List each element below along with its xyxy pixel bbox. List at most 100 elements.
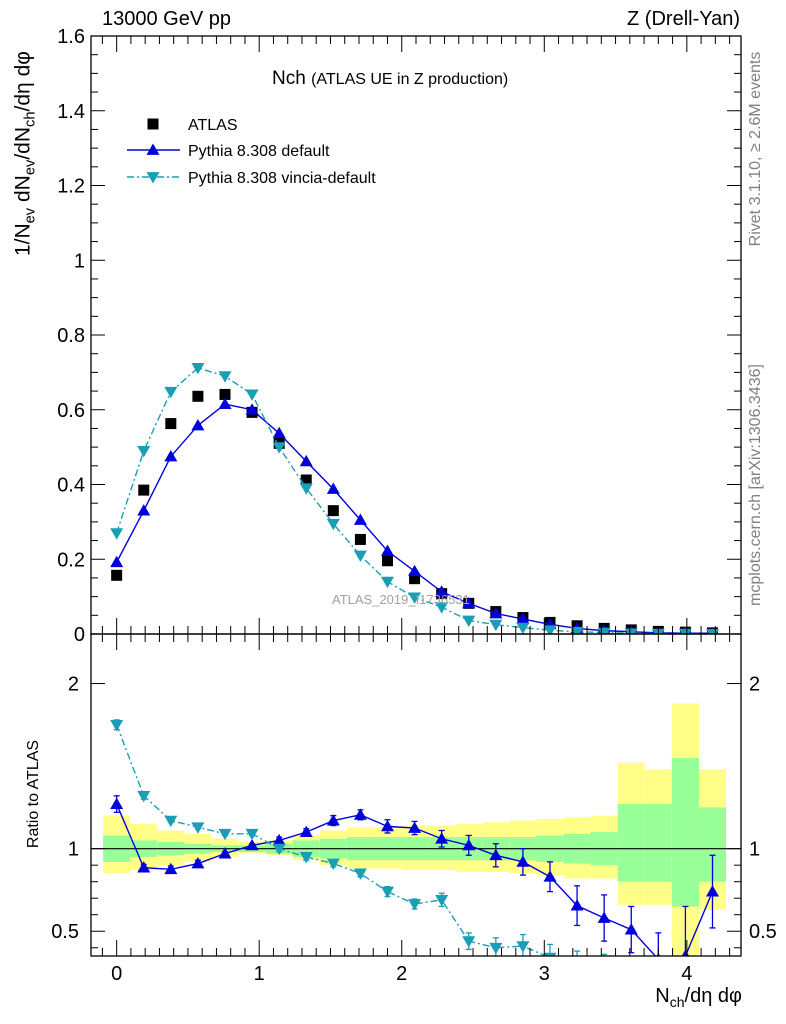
main-point-0-10: [381, 555, 393, 567]
main-point-1-13: [462, 596, 476, 609]
x-tick-label: 0: [111, 963, 122, 985]
ratio-point-1-0: [110, 719, 124, 732]
ratio-point-0-9: [353, 808, 367, 820]
main-point-2-7: [299, 483, 313, 495]
main-point-1-1: [137, 504, 151, 516]
main-point-0-8: [327, 505, 339, 517]
ratio-ytick-label-left: 2: [68, 674, 79, 696]
ratio-point-0-1: [137, 861, 151, 873]
ratio-point-1-15: [516, 941, 530, 953]
ratio-point-1-17: [571, 959, 584, 970]
ratio-point-0-8: [326, 814, 340, 826]
main-point-2-1: [137, 445, 151, 458]
main-point-0-11: [409, 573, 421, 585]
main-point-2-17: [570, 626, 584, 634]
main-ytick-label: 0.2: [57, 549, 85, 571]
main-point-2-3: [191, 363, 205, 375]
main-point-2-5: [245, 389, 259, 401]
ratio-point-0-7: [299, 825, 313, 838]
band-stat-20: [644, 804, 672, 882]
ratio-point-1-1: [137, 790, 151, 803]
main-point-2-14: [489, 619, 503, 632]
collision-label: 13000 GeV pp: [102, 8, 231, 30]
main-point-2-15: [516, 622, 530, 634]
ratio-point-0-6: [272, 833, 286, 846]
main-point-0-4: [219, 388, 231, 400]
legend-label-2: Pythia 8.308 vincia-default: [188, 170, 376, 187]
main-point-0-1: [138, 484, 150, 496]
main-ytick-label: 0.4: [57, 475, 85, 497]
main-ytick-label: 1: [74, 250, 85, 272]
ratio-point-0-5: [245, 838, 259, 851]
band-stat-21: [671, 757, 699, 907]
ratio-point-0-2: [164, 862, 178, 875]
main-point-2-11: [408, 592, 422, 604]
main-series-group: [110, 363, 719, 634]
process-label: Z (Drell-Yan): [627, 8, 740, 30]
ratio-point-0-17: [570, 899, 584, 911]
x-tick-label: 4: [681, 963, 692, 985]
ratio-point-0-11: [408, 821, 422, 833]
ratio-point-0-14: [489, 848, 503, 861]
ratio-point-1-4: [218, 828, 232, 841]
ratio-point-0-0: [110, 797, 124, 809]
main-point-1-0: [110, 555, 124, 568]
ratio-point-1-19: [625, 966, 638, 977]
x-tick-label: 1: [254, 963, 265, 985]
legend-marker-0: [147, 118, 159, 130]
ratio-point-1-8: [326, 858, 340, 871]
main-point-1-15: [516, 612, 530, 624]
y-axis-label-main: 1/Nev dNev/dNch/dη dφ: [11, 51, 39, 257]
main-point-1-10: [380, 544, 394, 556]
main-point-0-3: [192, 390, 204, 402]
side-label-rivet: Rivet 3.1.10, ≥ 2.6M events: [747, 51, 764, 247]
legend-label-0: ATLAS: [188, 117, 238, 134]
main-ytick-label: 1.6: [57, 26, 85, 48]
ratio-ytick-label-left: 1: [68, 839, 79, 861]
main-point-2-9: [353, 550, 367, 563]
legend-label-1: Pythia 8.308 default: [188, 143, 330, 160]
main-point-0-7: [300, 474, 312, 486]
main-point-1-14: [489, 606, 503, 619]
ratio-point-0-13: [462, 838, 476, 851]
chart-title-main: Nch: [272, 68, 306, 89]
band-stat-19: [617, 804, 645, 882]
legend: ATLAS Pythia 8.308 default Pythia 8.308 vi…: [127, 117, 376, 187]
ratio-point-1-7: [299, 852, 313, 864]
ratio-point-0-10: [380, 819, 394, 832]
main-point-2-2: [164, 386, 178, 399]
main-point-0-9: [354, 533, 366, 545]
side-label-mcplots: mcplots.cern.ch [arXiv:1306.3436]: [747, 364, 764, 606]
ratio-series-group: [110, 719, 719, 977]
ratio-point-1-13: [462, 936, 476, 948]
ratio-point-0-19: [624, 923, 638, 935]
ratio-point-1-9: [353, 868, 367, 880]
main-point-1-8: [326, 482, 340, 494]
main-point-2-0: [110, 528, 124, 540]
ratio-point-0-22: [705, 885, 719, 897]
main-point-1-12: [435, 585, 449, 597]
ratio-point-1-11: [408, 899, 422, 911]
y-axis-label-ratio: Ratio to ATLAS: [25, 739, 42, 849]
x-tick-label: 2: [396, 963, 407, 985]
ratio-point-0-12: [435, 832, 449, 844]
ratio-point-1-3: [191, 822, 205, 834]
main-point-1-9: [353, 513, 367, 525]
main-point-1-6: [272, 426, 286, 439]
ratio-point-0-18: [597, 911, 611, 923]
ratio-point-0-3: [191, 857, 205, 869]
main-point-1-2: [164, 449, 178, 462]
main-point-2-13: [462, 615, 476, 628]
ratio-ytick-label-right: 0.5: [749, 921, 777, 943]
ratio-point-0-15: [516, 855, 530, 867]
x-axis-label: Nch/dη dφ: [655, 985, 742, 1010]
ratio-point-1-16: [543, 952, 557, 956]
main-point-2-19: [624, 628, 638, 634]
ratio-point-0-16: [543, 870, 557, 882]
legend-marker-1: [146, 143, 160, 155]
main-ytick-label: 1.2: [57, 176, 85, 198]
ratio-point-1-12: [435, 894, 449, 907]
analysis-watermark: ATLAS_2019_I1736531: [332, 592, 470, 607]
main-point-0-2: [165, 418, 177, 430]
main-point-1-7: [299, 454, 313, 467]
